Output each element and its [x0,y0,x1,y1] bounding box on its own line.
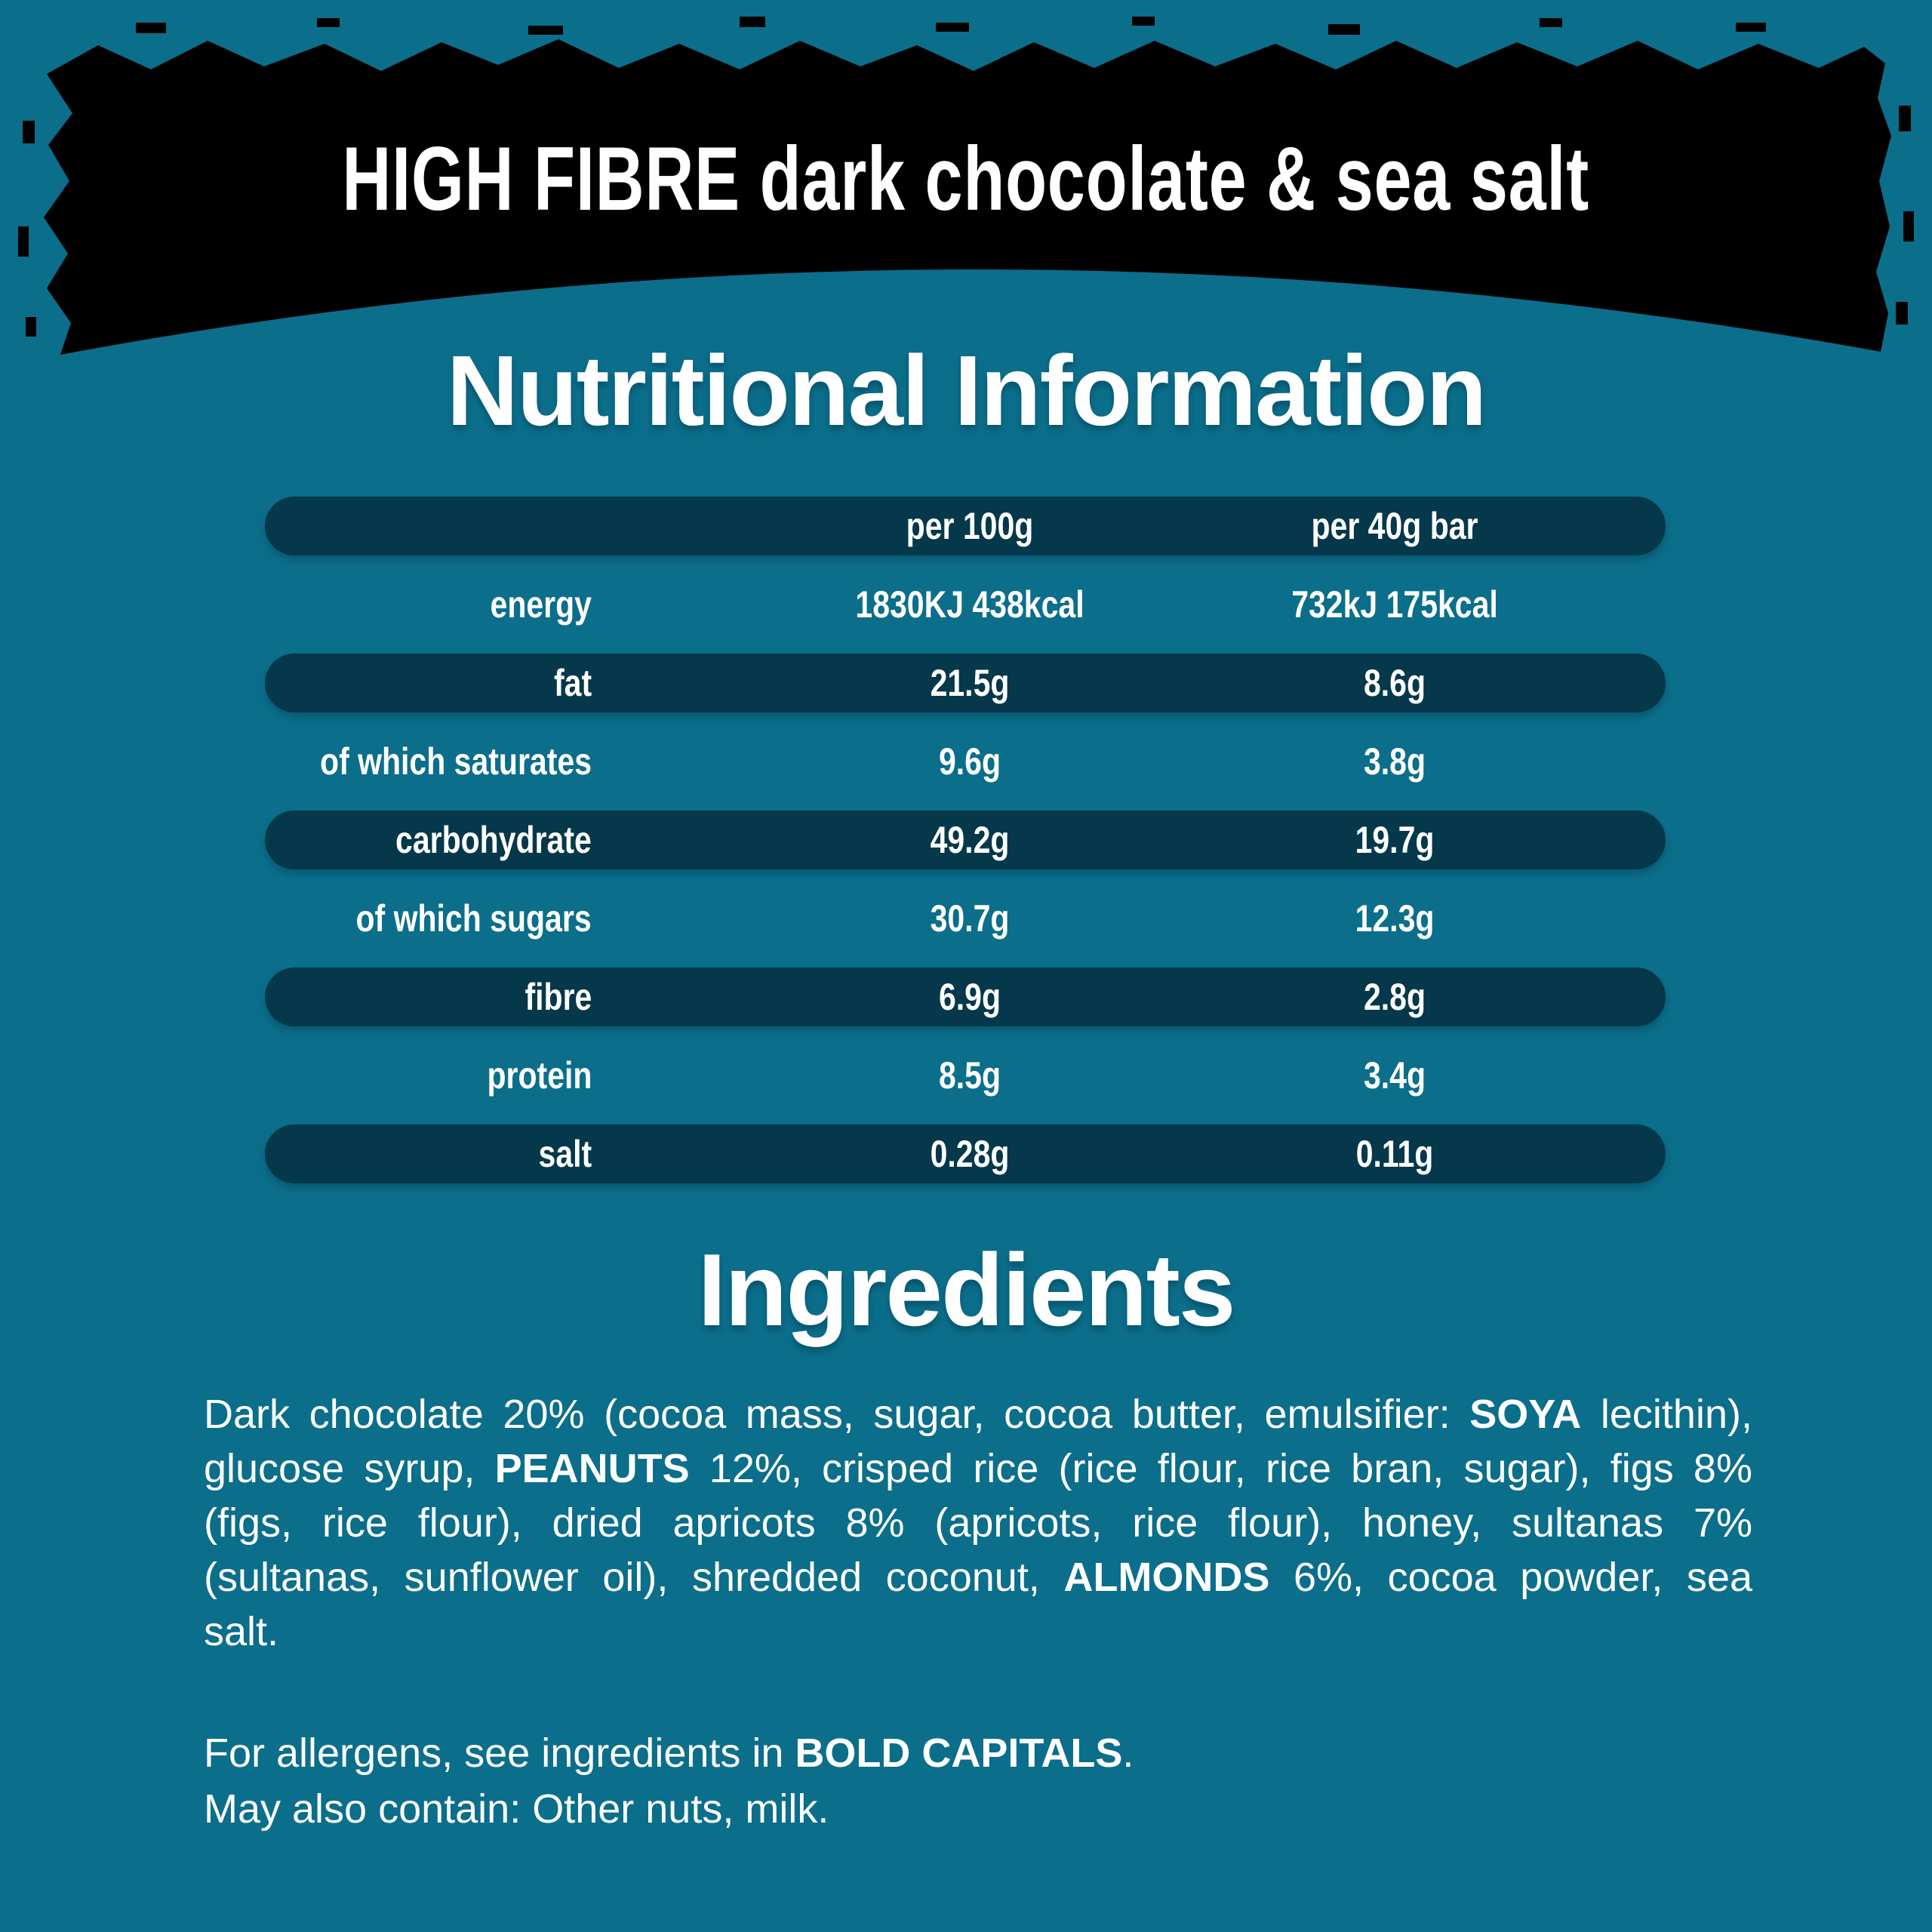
text-line: (sultanas, sunflower oil), shredded coco… [204,1555,1752,1600]
text-line: For allergens, see ingredients in BOLD C… [204,1730,1134,1776]
row-value-per-40g: 3.8g [1363,740,1426,783]
row-label: fibre [525,976,592,1018]
allergen-note: For allergens, see ingredients in BOLD C… [204,1725,1752,1837]
row-value-per-100g: 0.28g [930,1133,1010,1175]
row-value-per-100g: 21.5g [930,662,1010,704]
table-header-row: per 100g per 40g bar [265,497,1666,555]
text-line: Dark chocolate 20% (cocoa mass, sugar, c… [204,1392,1752,1437]
ingredients-text: Dark chocolate 20% (cocoa mass, sugar, c… [204,1387,1752,1659]
row-value-per-40g: 8.6g [1363,662,1426,704]
row-label: energy [490,583,592,626]
table-row-energy: energy 1830KJ 438kcal 732kJ 175kcal [265,555,1666,654]
row-value-per-100g: 49.2g [930,819,1010,861]
banner-speckles [18,17,1914,337]
row-value-per-40g: 0.11g [1355,1133,1434,1175]
ingredients-heading: Ingredients [697,1232,1236,1347]
row-value-per-40g: 3.4g [1363,1054,1426,1097]
text-line: May also contain: Other nuts, milk. [204,1786,829,1832]
row-label: carbohydrate [395,819,592,861]
table-row-salt: salt 0.28g 0.11g [265,1124,1666,1183]
banner-background [18,17,1914,355]
table-row-fibre: fibre 6.9g 2.8g [265,968,1666,1026]
nutrition-table: per 100g per 40g bar energy 1830KJ 438kc… [265,497,1666,1183]
text-line: (figs, rice flour), dried apricots 8% (a… [204,1500,1752,1546]
row-value-per-40g: 19.7g [1355,819,1435,861]
row-value-per-100g: 1830KJ 438kcal [855,583,1084,626]
table-row-saturates: of which saturates 9.6g 3.8g [265,712,1666,811]
row-value-per-100g: 30.7g [930,897,1010,940]
text-line: salt. [204,1609,279,1654]
nutritional-information-heading: Nutritional Information [446,335,1487,446]
row-label: fat [553,662,592,704]
text-line: glucose syrup, PEANUTS 12%, crisped rice… [204,1446,1752,1491]
product-title-text: HIGH FIBRE dark chocolate & sea salt [342,128,1590,229]
table-row-protein: protein 8.5g 3.4g [265,1026,1666,1124]
table-row-sugars: of which sugars 30.7g 12.3g [265,869,1666,968]
column-header-per-40g-bar: per 40g bar [1311,505,1478,547]
row-value-per-40g: 2.8g [1363,976,1426,1018]
row-value-per-40g: 732kJ 175kcal [1291,583,1498,626]
row-value-per-100g: 9.6g [938,740,1001,783]
row-value-per-100g: 6.9g [938,976,1001,1018]
row-label: of which sugars [355,897,592,940]
table-row-fat: fat 21.5g 8.6g [265,654,1666,712]
row-value-per-40g: 12.3g [1355,897,1435,940]
row-value-per-100g: 8.5g [938,1054,1001,1097]
table-row-carbohydrate: carbohydrate 49.2g 19.7g [265,811,1666,869]
row-label: protein [487,1054,592,1097]
product-title: HIGH FIBRE dark chocolate & sea salt [0,134,1932,224]
row-label: salt [538,1133,592,1175]
row-label: of which saturates [320,740,592,783]
column-header-per-100g: per 100g [906,505,1034,547]
